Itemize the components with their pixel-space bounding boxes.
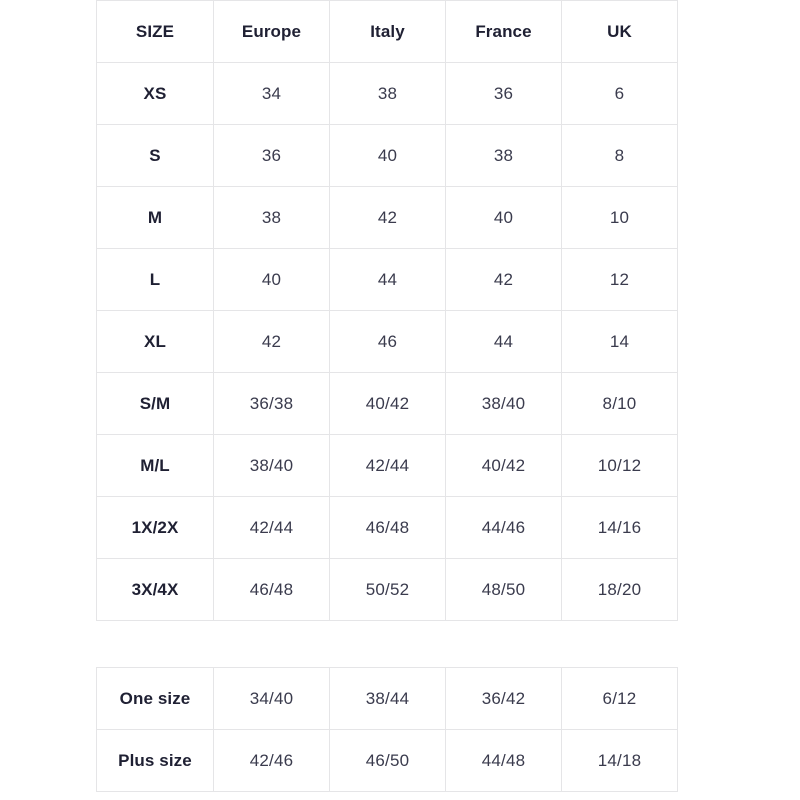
cell-italy: 50/52: [329, 558, 446, 621]
cell-italy: 38: [329, 62, 446, 125]
row-label: 3X/4X: [96, 558, 214, 621]
cell-france: 40/42: [445, 434, 562, 497]
table-row: S/M 36/38 40/42 38/40 8/10: [96, 372, 678, 435]
row-label: L: [96, 248, 214, 311]
cell-uk: 12: [561, 248, 678, 311]
table-body: XS 34 38 36 6 S 36 40 38 8 M 38 42 40 10: [96, 62, 678, 621]
table-row: M 38 42 40 10: [96, 186, 678, 249]
table-row: 1X/2X 42/44 46/48 44/46 14/16: [96, 496, 678, 559]
cell-france: 40: [445, 186, 562, 249]
column-header-france: France: [445, 0, 562, 63]
cell-europe: 42/44: [213, 496, 330, 559]
row-label: S/M: [96, 372, 214, 435]
cell-europe: 40: [213, 248, 330, 311]
cell-italy: 42: [329, 186, 446, 249]
cell-italy: 46: [329, 310, 446, 373]
row-label: S: [96, 124, 214, 187]
cell-europe: 36: [213, 124, 330, 187]
cell-europe: 34/40: [213, 667, 330, 730]
table-row: L 40 44 42 12: [96, 248, 678, 311]
row-label: M/L: [96, 434, 214, 497]
cell-italy: 44: [329, 248, 446, 311]
cell-france: 44/46: [445, 496, 562, 559]
cell-italy: 46/48: [329, 496, 446, 559]
header-row: SIZE Europe Italy France UK: [96, 0, 678, 63]
cell-france: 44/48: [445, 729, 562, 792]
cell-uk: 8/10: [561, 372, 678, 435]
column-header-italy: Italy: [329, 0, 446, 63]
cell-uk: 6/12: [561, 667, 678, 730]
cell-france: 42: [445, 248, 562, 311]
cell-italy: 46/50: [329, 729, 446, 792]
cell-europe: 42: [213, 310, 330, 373]
column-header-size: SIZE: [96, 0, 214, 63]
cell-france: 36/42: [445, 667, 562, 730]
table-row: XL 42 46 44 14: [96, 310, 678, 373]
table-row: 3X/4X 46/48 50/52 48/50 18/20: [96, 558, 678, 621]
table-row: XS 34 38 36 6: [96, 62, 678, 125]
table-row: M/L 38/40 42/44 40/42 10/12: [96, 434, 678, 497]
size-conversion-table: SIZE Europe Italy France UK XS 34 38 36 …: [96, 0, 678, 621]
cell-europe: 42/46: [213, 729, 330, 792]
column-header-europe: Europe: [213, 0, 330, 63]
cell-uk: 10: [561, 186, 678, 249]
cell-europe: 46/48: [213, 558, 330, 621]
table-row: S 36 40 38 8: [96, 124, 678, 187]
column-header-uk: UK: [561, 0, 678, 63]
cell-italy: 40: [329, 124, 446, 187]
table-body: One size 34/40 38/44 36/42 6/12 Plus siz…: [96, 667, 678, 792]
cell-france: 44: [445, 310, 562, 373]
one-size-conversion-table: One size 34/40 38/44 36/42 6/12 Plus siz…: [96, 667, 678, 792]
cell-italy: 38/44: [329, 667, 446, 730]
row-label: XL: [96, 310, 214, 373]
row-label: Plus size: [96, 729, 214, 792]
table-row: One size 34/40 38/44 36/42 6/12: [96, 667, 678, 730]
cell-uk: 10/12: [561, 434, 678, 497]
table-header: SIZE Europe Italy France UK: [96, 0, 678, 63]
cell-france: 38: [445, 124, 562, 187]
row-label: M: [96, 186, 214, 249]
cell-france: 38/40: [445, 372, 562, 435]
cell-uk: 6: [561, 62, 678, 125]
row-label: XS: [96, 62, 214, 125]
cell-uk: 18/20: [561, 558, 678, 621]
cell-uk: 14/16: [561, 496, 678, 559]
row-label: 1X/2X: [96, 496, 214, 559]
cell-france: 36: [445, 62, 562, 125]
cell-europe: 38: [213, 186, 330, 249]
cell-europe: 38/40: [213, 434, 330, 497]
cell-europe: 34: [213, 62, 330, 125]
cell-uk: 8: [561, 124, 678, 187]
cell-europe: 36/38: [213, 372, 330, 435]
table-row: Plus size 42/46 46/50 44/48 14/18: [96, 729, 678, 792]
cell-uk: 14/18: [561, 729, 678, 792]
cell-italy: 40/42: [329, 372, 446, 435]
cell-france: 48/50: [445, 558, 562, 621]
row-label: One size: [96, 667, 214, 730]
cell-uk: 14: [561, 310, 678, 373]
cell-italy: 42/44: [329, 434, 446, 497]
